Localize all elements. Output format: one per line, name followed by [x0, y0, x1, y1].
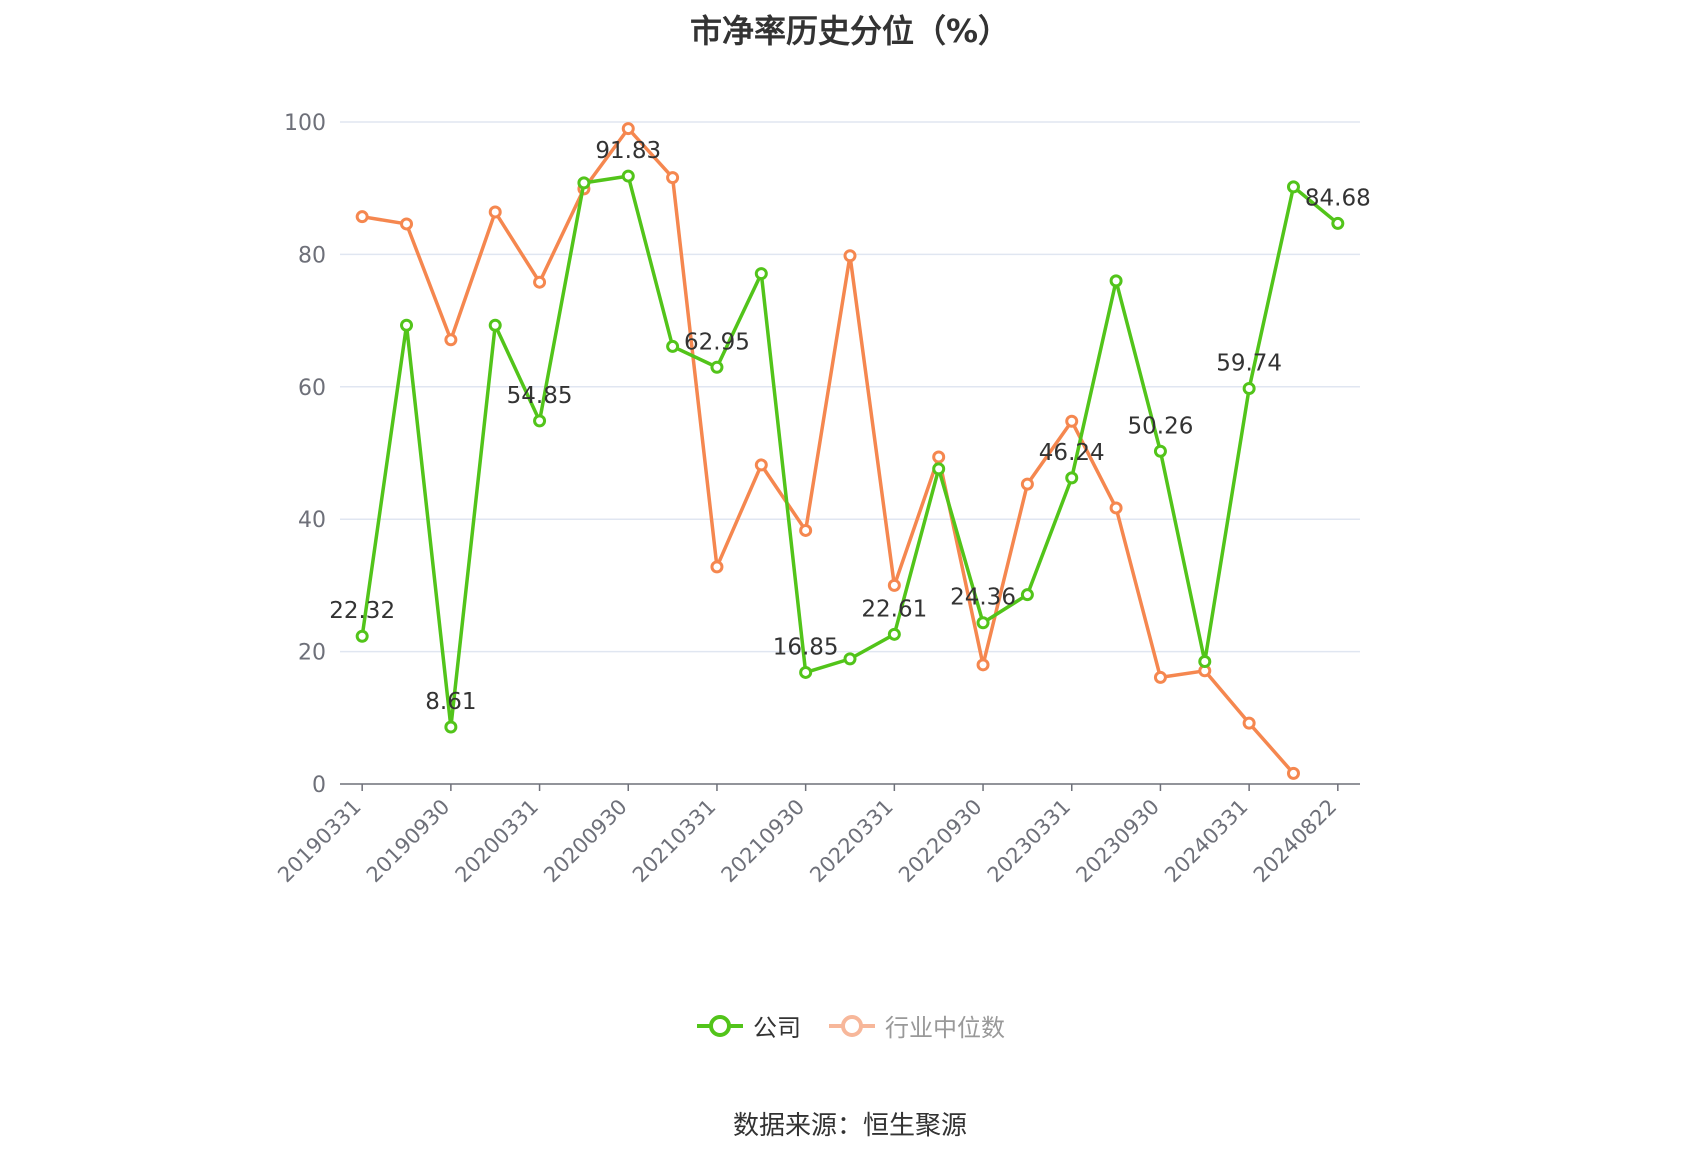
y-tick-label: 80 — [298, 243, 326, 268]
y-tick-label: 20 — [298, 641, 326, 666]
data-point-company — [754, 267, 768, 281]
data-point-industry — [355, 210, 369, 224]
legend-company-label: 公司 — [753, 1014, 801, 1042]
data-point-industry — [754, 458, 768, 472]
data-point-company — [488, 318, 502, 332]
data-point-company — [1153, 444, 1167, 458]
data-point-company — [1198, 655, 1212, 669]
data-point-company — [799, 665, 813, 679]
data-label: 8.61 — [425, 689, 476, 715]
data-point-company — [621, 169, 635, 183]
legend-item-industry[interactable]: 行业中位数 — [827, 1008, 1005, 1043]
data-label: 24.36 — [950, 585, 1016, 611]
legend-industry-marker-icon — [829, 1014, 875, 1037]
series-line-industry — [361, 126, 1295, 775]
data-point-industry — [400, 217, 414, 231]
data-point-company — [1286, 180, 1300, 194]
data-point-company — [1109, 274, 1123, 288]
data-point-company — [887, 627, 901, 641]
legend-company-marker-icon — [697, 1014, 743, 1037]
data-point-industry — [710, 560, 724, 574]
data-point-industry — [799, 523, 813, 537]
legend-item-company[interactable]: 公司 — [695, 1008, 801, 1043]
data-label: 84.68 — [1305, 185, 1371, 211]
data-point-industry — [1020, 477, 1034, 491]
x-tick-label: 20190331 — [273, 795, 366, 888]
data-point-industry — [843, 249, 857, 263]
data-point-industry — [621, 122, 635, 136]
data-label: 50.26 — [1128, 413, 1194, 439]
x-tick-label: 20200930 — [539, 795, 632, 888]
y-tick-label: 60 — [298, 376, 326, 401]
legend-industry-label: 行业中位数 — [885, 1014, 1005, 1042]
data-point-company — [1242, 382, 1256, 396]
data-point-industry — [1153, 670, 1167, 684]
data-point-industry — [1242, 716, 1256, 730]
data-labels: 22.32 8.61 54.85 91.83 62.95 16.85 22.61 24.36 4… — [329, 138, 1371, 715]
data-label: 46.24 — [1039, 440, 1105, 466]
data-point-industry — [932, 450, 946, 464]
data-label: 22.32 — [329, 598, 395, 624]
x-tick-label: 20220331 — [805, 795, 898, 888]
y-tick-label: 40 — [298, 508, 326, 533]
data-label: 54.85 — [507, 383, 573, 409]
data-label: 62.95 — [684, 329, 750, 355]
x-tick-label: 20200331 — [451, 795, 544, 888]
data-label: 91.83 — [595, 138, 661, 164]
x-tick-label: 20190930 — [362, 795, 455, 888]
axes: 0 20 40 60 80 100 2019033120190930202003312020… — [273, 111, 1360, 887]
data-point-company — [932, 462, 946, 476]
data-point-industry — [976, 658, 990, 672]
x-tick-label: 20220930 — [894, 795, 987, 888]
data-point-company — [1065, 471, 1079, 485]
y-tick-label: 0 — [312, 773, 326, 798]
data-point-industry — [1109, 501, 1123, 515]
data-point-industry — [1286, 766, 1300, 780]
chart-title: 市净率历史分位（%） — [689, 12, 1011, 50]
y-tick-label: 100 — [284, 111, 326, 136]
grid-lines — [340, 121, 1360, 653]
data-label: 16.85 — [773, 634, 839, 660]
x-tick-label: 20230930 — [1071, 795, 1164, 888]
data-point-company — [1331, 216, 1345, 230]
data-point-company — [1020, 588, 1034, 602]
data-point-company — [843, 652, 857, 666]
x-tick-label: 20240822 — [1249, 795, 1342, 888]
data-point-company — [976, 616, 990, 630]
data-point-company — [710, 360, 724, 374]
data-point-industry — [488, 205, 502, 219]
data-point-company — [533, 414, 547, 428]
x-tick-label: 20210930 — [717, 795, 810, 888]
x-tick-label: 20230331 — [983, 795, 1076, 888]
data-point-industry — [533, 275, 547, 289]
x-tick-label: 20240331 — [1160, 795, 1253, 888]
series — [355, 122, 1345, 780]
data-point-industry — [666, 171, 680, 185]
data-point-industry — [1065, 414, 1079, 428]
data-label: 59.74 — [1216, 351, 1282, 377]
data-point-company — [666, 339, 680, 353]
data-point-company — [444, 720, 458, 734]
data-point-industry — [444, 333, 458, 347]
data-point-company — [355, 629, 369, 643]
x-tick-label: 20210331 — [628, 795, 721, 888]
legend: 公司 行业中位数 — [0, 1008, 1700, 1043]
data-label: 22.61 — [861, 596, 927, 622]
data-point-industry — [887, 578, 901, 592]
data-point-company — [577, 176, 591, 190]
data-source-note: 数据来源：恒生聚源 — [732, 1111, 967, 1141]
data-point-company — [400, 318, 414, 332]
